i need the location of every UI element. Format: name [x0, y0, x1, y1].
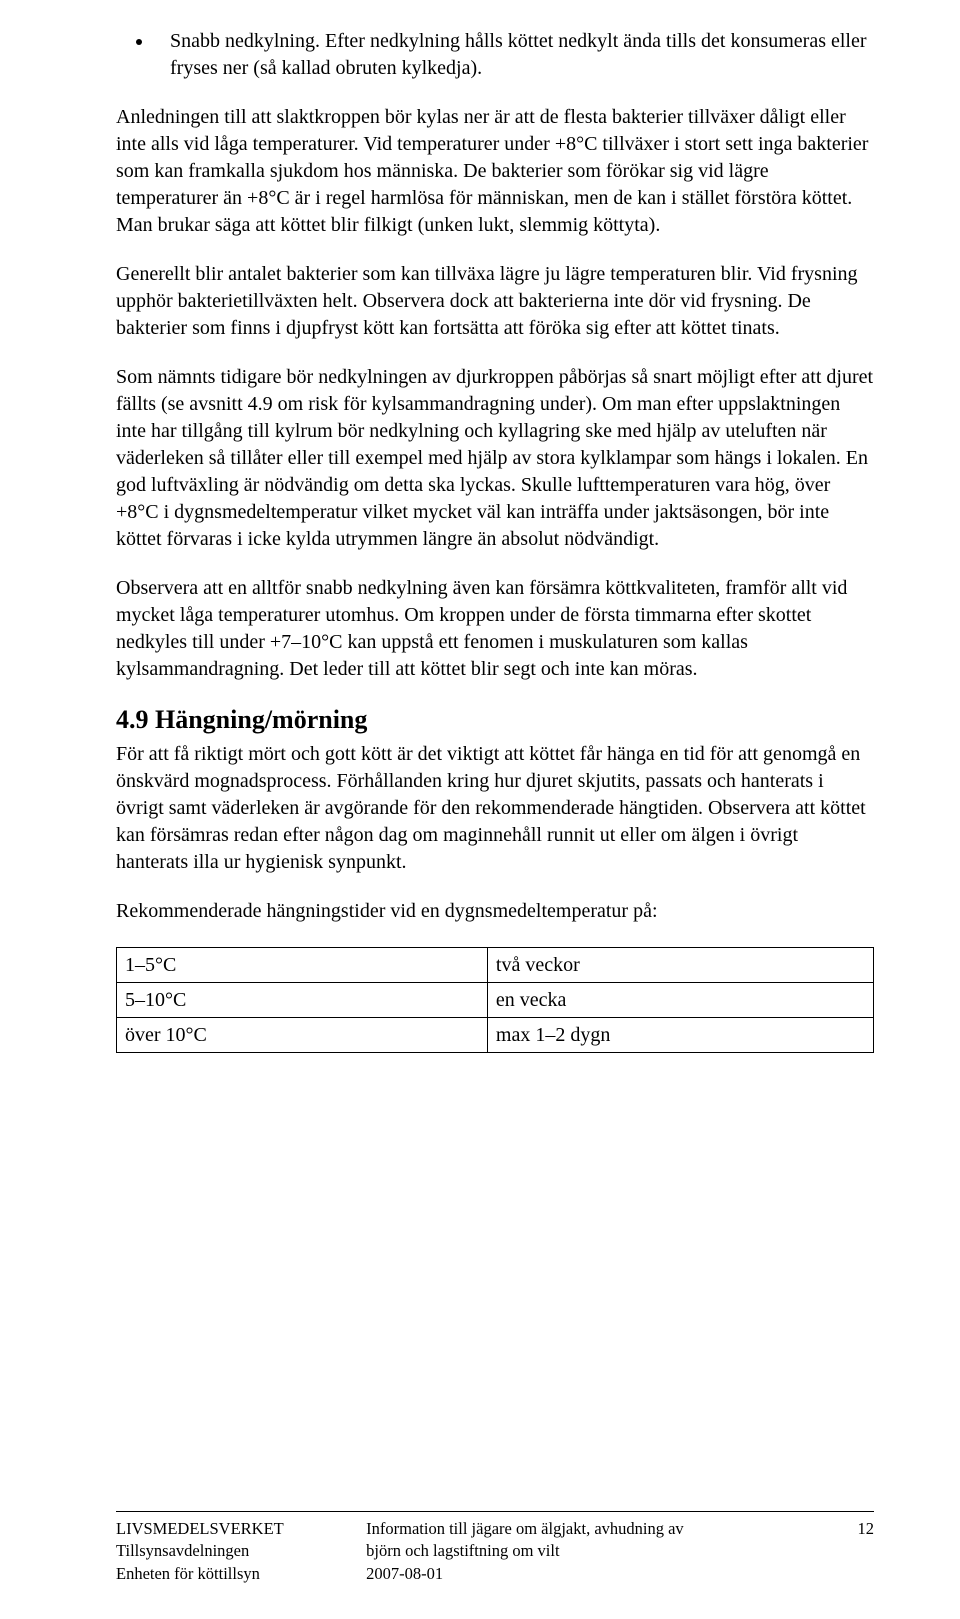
footer-row: LIVSMEDELSVERKET Tillsynsavdelningen Enh…: [116, 1518, 874, 1585]
footer-doc-title-1: Information till jägare om älgjakt, avhu…: [366, 1518, 760, 1540]
table-cell-temp: 5–10°C: [117, 983, 488, 1018]
table-cell-duration: två veckor: [487, 948, 873, 983]
paragraph-6: Rekommenderade hängningstider vid en dyg…: [116, 898, 874, 925]
footer-org-name: LIVSMEDELSVERKET: [116, 1518, 328, 1540]
footer-center-block: Information till jägare om älgjakt, avhu…: [366, 1518, 760, 1585]
table-row: 5–10°C en vecka: [117, 983, 874, 1018]
paragraph-2: Generellt blir antalet bakterier som kan…: [116, 261, 874, 342]
footer-doc-title-2: björn och lagstiftning om vilt: [366, 1540, 760, 1562]
footer-divider: [116, 1511, 874, 1512]
paragraph-1: Anledningen till att slaktkroppen bör ky…: [116, 104, 874, 239]
hanging-times-table: 1–5°C två veckor 5–10°C en vecka över 10…: [116, 947, 874, 1053]
footer-page-number: 12: [798, 1518, 874, 1540]
footer-left-block: LIVSMEDELSVERKET Tillsynsavdelningen Enh…: [116, 1518, 328, 1585]
footer-dept-1: Tillsynsavdelningen: [116, 1540, 328, 1562]
bullet-text: Snabb nedkylning. Efter nedkylning hålls…: [170, 28, 874, 82]
table-cell-duration: max 1–2 dygn: [487, 1018, 873, 1053]
table-cell-duration: en vecka: [487, 983, 873, 1018]
paragraph-5: För att få riktigt mört och gott kött är…: [116, 741, 874, 876]
section-heading: 4.9 Hängning/mörning: [116, 705, 874, 735]
bullet-icon: [136, 39, 142, 45]
table-row: 1–5°C två veckor: [117, 948, 874, 983]
table-cell-temp: 1–5°C: [117, 948, 488, 983]
page-footer: LIVSMEDELSVERKET Tillsynsavdelningen Enh…: [0, 1511, 960, 1585]
footer-date: 2007-08-01: [366, 1563, 760, 1585]
table-row: över 10°C max 1–2 dygn: [117, 1018, 874, 1053]
footer-dept-2: Enheten för köttillsyn: [116, 1563, 328, 1585]
table-cell-temp: över 10°C: [117, 1018, 488, 1053]
bullet-item: Snabb nedkylning. Efter nedkylning hålls…: [116, 28, 874, 82]
paragraph-4: Observera att en alltför snabb nedkylnin…: [116, 575, 874, 683]
paragraph-3: Som nämnts tidigare bör nedkylningen av …: [116, 364, 874, 553]
document-page: Snabb nedkylning. Efter nedkylning hålls…: [0, 0, 960, 1619]
